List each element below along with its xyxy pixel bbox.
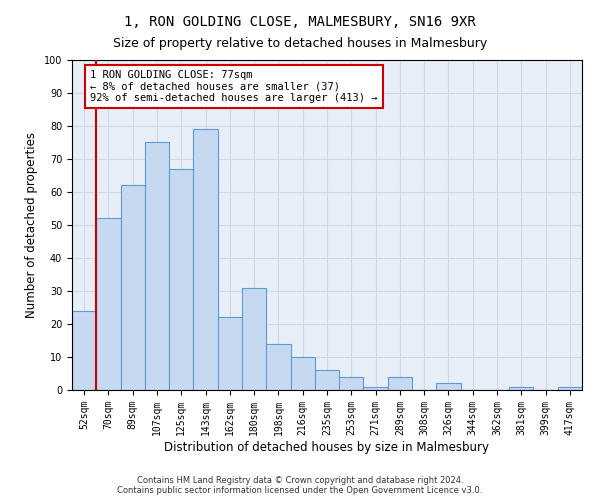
Bar — [558, 386, 582, 390]
Text: 1, RON GOLDING CLOSE, MALMESBURY, SN16 9XR: 1, RON GOLDING CLOSE, MALMESBURY, SN16 9… — [124, 15, 476, 29]
Text: Contains HM Land Registry data © Crown copyright and database right 2024.
Contai: Contains HM Land Registry data © Crown c… — [118, 476, 482, 495]
Bar — [509, 386, 533, 390]
Bar — [290, 357, 315, 390]
Bar — [169, 169, 193, 390]
Bar — [121, 186, 145, 390]
Bar — [193, 130, 218, 390]
Text: Size of property relative to detached houses in Malmesbury: Size of property relative to detached ho… — [113, 38, 487, 51]
Bar — [339, 377, 364, 390]
Bar — [72, 311, 96, 390]
Bar — [218, 318, 242, 390]
Bar — [96, 218, 121, 390]
Bar — [436, 384, 461, 390]
Bar — [242, 288, 266, 390]
Bar — [266, 344, 290, 390]
Bar — [315, 370, 339, 390]
Y-axis label: Number of detached properties: Number of detached properties — [25, 132, 38, 318]
X-axis label: Distribution of detached houses by size in Malmesbury: Distribution of detached houses by size … — [164, 440, 490, 454]
Bar — [145, 142, 169, 390]
Bar — [364, 386, 388, 390]
Bar — [388, 377, 412, 390]
Text: 1 RON GOLDING CLOSE: 77sqm
← 8% of detached houses are smaller (37)
92% of semi-: 1 RON GOLDING CLOSE: 77sqm ← 8% of detac… — [90, 70, 377, 103]
